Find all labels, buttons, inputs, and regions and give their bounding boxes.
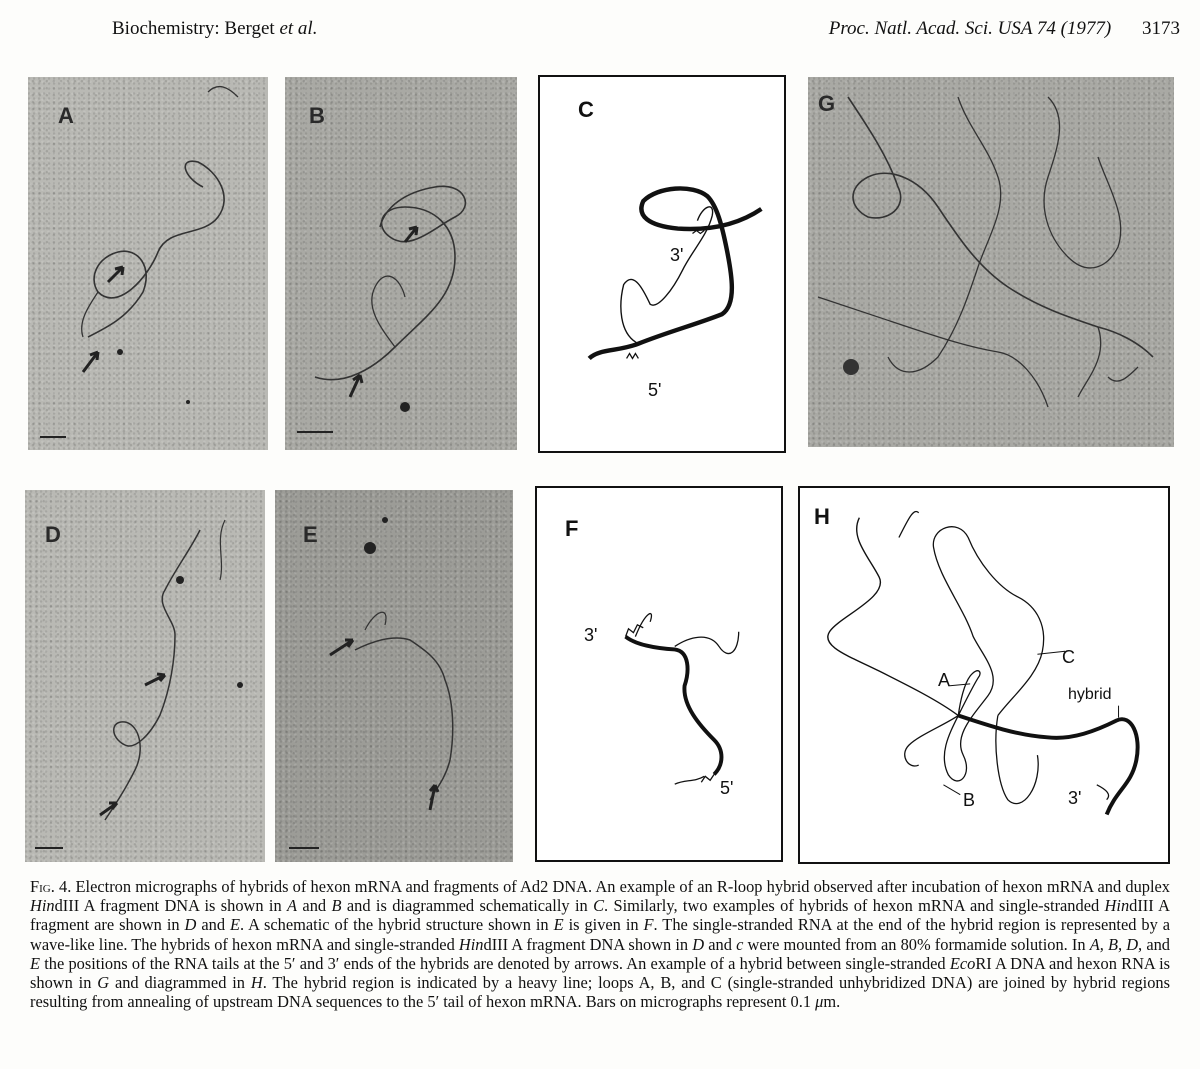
arrow-icon bbox=[948, 683, 971, 687]
panel-c-diagram bbox=[587, 186, 763, 361]
arrow-icon bbox=[144, 672, 167, 687]
running-head-text: Biochemistry: Berget bbox=[112, 18, 275, 39]
figure-caption: Fig. 4. Electron micrographs of hybrids … bbox=[30, 877, 1170, 1011]
caption-text: and is diagrammed schematically in bbox=[341, 896, 594, 916]
panel-h-loop-a: A bbox=[938, 670, 951, 690]
caption-text: Electron micrographs of hybrids of hexon… bbox=[75, 877, 1170, 896]
panel-c-3prime: 3' bbox=[670, 245, 684, 265]
arrow-icon bbox=[348, 373, 364, 398]
caption-text: dIII A fragment DNA is shown in bbox=[54, 896, 288, 916]
panel-g-strands bbox=[817, 96, 1154, 408]
panel-e-label: E bbox=[303, 522, 318, 547]
panel-h-3prime: 3' bbox=[1068, 788, 1082, 808]
caption-text: . A schematic of the hybrid structure sh… bbox=[239, 915, 554, 935]
caption-italic: F bbox=[643, 915, 654, 935]
caption-text: . Similarly, two examples of hybrids of … bbox=[604, 896, 1105, 916]
panel-h-diagram bbox=[827, 510, 1140, 816]
caption-text: and bbox=[1142, 934, 1170, 954]
caption-italic: D bbox=[692, 934, 705, 954]
panel-f-3prime: 3' bbox=[584, 625, 598, 645]
panel-b-strands bbox=[297, 185, 467, 433]
panel-a-strands bbox=[40, 85, 239, 438]
caption-text: is given in bbox=[563, 915, 644, 935]
caption-italic: H bbox=[250, 973, 263, 993]
panel-f-label: F bbox=[565, 516, 579, 541]
running-head-journal-block: Proc. Natl. Acad. Sci. USA 74 (1977) 317… bbox=[829, 18, 1180, 40]
caption-italic: Hin bbox=[1104, 896, 1130, 916]
caption-text: and bbox=[196, 915, 230, 935]
figure-label: Fig. 4. bbox=[30, 877, 72, 896]
panel-h-loop-c: C bbox=[1062, 647, 1075, 667]
arrow-icon bbox=[403, 225, 419, 243]
journal-citation: Proc. Natl. Acad. Sci. USA 74 (1977) bbox=[828, 18, 1112, 39]
panel-e-strands bbox=[289, 517, 454, 849]
panel-b-label: B bbox=[309, 103, 325, 128]
caption-italic: A, B, D, bbox=[1089, 934, 1143, 954]
panel-b-micrograph: B bbox=[285, 77, 517, 450]
caption-text: dIII A fragment are shown in bbox=[30, 896, 1171, 935]
arrow-icon bbox=[99, 801, 119, 817]
panel-g-micrograph: G bbox=[808, 77, 1174, 447]
panel-h-loop-b: B bbox=[963, 790, 976, 810]
arrow-icon bbox=[106, 265, 125, 284]
panel-d-micrograph: D bbox=[25, 490, 265, 862]
caption-text: and diagrammed in bbox=[109, 973, 251, 993]
caption-text: the positions of the RNA tails at the 5′… bbox=[40, 953, 950, 973]
caption-text: m. bbox=[823, 992, 841, 1012]
arrow-icon bbox=[428, 784, 440, 811]
panel-f-diagram bbox=[624, 612, 740, 785]
caption-italic: G bbox=[97, 973, 110, 993]
caption-italic: A bbox=[287, 896, 298, 916]
arrow-icon bbox=[1037, 650, 1066, 655]
panel-f-schematic: F 3' 5' bbox=[535, 486, 783, 862]
arrow-icon bbox=[81, 350, 100, 373]
running-head-authors: Biochemistry: Berget et al. bbox=[112, 18, 317, 40]
caption-italic: E bbox=[553, 915, 564, 935]
panel-c-schematic: C 3' 5' bbox=[538, 75, 786, 453]
page-number: 3173 bbox=[1142, 18, 1180, 39]
caption-text: were mounted from an 80% formamide solut… bbox=[743, 934, 1090, 954]
panel-h-label: H bbox=[814, 504, 830, 529]
caption-italic: B bbox=[331, 896, 342, 916]
caption-text: and bbox=[704, 934, 737, 954]
panel-c-5prime: 5' bbox=[648, 380, 662, 400]
caption-text: RI A DNA and hexon RNA is shown in bbox=[30, 953, 1171, 993]
caption-text: and bbox=[297, 896, 332, 916]
caption-italic: μ bbox=[815, 992, 824, 1012]
caption-italic: E bbox=[30, 953, 41, 973]
panel-g-label: G bbox=[818, 91, 836, 116]
caption-italic: c bbox=[736, 934, 744, 954]
panel-h-schematic: H A B C hybrid 3' bbox=[798, 486, 1170, 864]
panel-e-micrograph: E bbox=[275, 490, 513, 862]
running-head-etal: et al. bbox=[279, 18, 318, 39]
caption-italic: Eco bbox=[949, 953, 976, 973]
caption-italic: D bbox=[184, 915, 197, 935]
panel-f-5prime: 5' bbox=[720, 778, 734, 798]
caption-italic: Hin bbox=[30, 896, 55, 916]
arrow-icon bbox=[943, 784, 961, 796]
caption-text: . The single-stranded RNA at the end of … bbox=[30, 915, 1171, 954]
panel-d-strands bbox=[35, 519, 243, 849]
panel-a-micrograph: A bbox=[28, 77, 268, 450]
caption-italic: Hin bbox=[458, 934, 484, 954]
panel-c-label: C bbox=[578, 97, 594, 122]
caption-italic: E bbox=[229, 915, 240, 935]
panel-a-label: A bbox=[58, 103, 74, 128]
caption-text: dIII A fragment DNA shown in bbox=[483, 934, 693, 954]
caption-text: . The hybrid region is indicated by a he… bbox=[30, 973, 1170, 1012]
arrow-icon bbox=[329, 638, 355, 657]
panel-h-hybrid-label: hybrid bbox=[1068, 686, 1112, 703]
caption-italic: C bbox=[593, 896, 605, 916]
panel-d-label: D bbox=[45, 522, 61, 547]
